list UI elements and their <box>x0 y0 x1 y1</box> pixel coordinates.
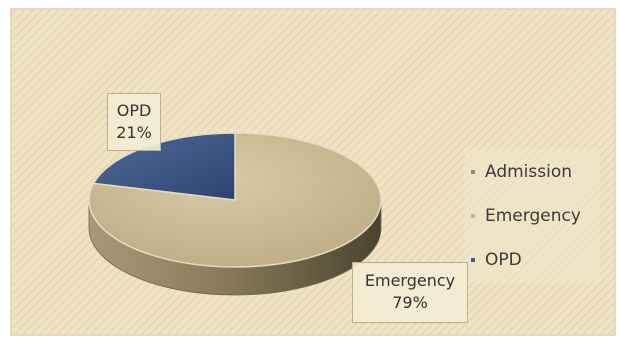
legend-label-emergency: Emergency <box>485 206 581 226</box>
data-label-opd: OPD 21% <box>107 93 161 151</box>
legend-marker-admission <box>471 170 475 174</box>
data-label-emergency-category: Emergency <box>364 271 456 290</box>
data-label-emergency-percent: 79% <box>392 293 428 312</box>
data-label-opd-percent: 21% <box>116 123 152 142</box>
legend-label-opd: OPD <box>485 250 522 270</box>
legend-item-emergency: Emergency <box>465 194 600 238</box>
legend-label-admission: Admission <box>485 162 573 182</box>
data-label-opd-category: OPD <box>116 101 152 120</box>
legend-item-admission: Admission <box>465 150 600 194</box>
legend-item-opd: OPD <box>465 238 600 282</box>
legend-marker-opd <box>471 258 475 262</box>
legend-marker-emergency <box>471 214 475 218</box>
data-label-emergency: Emergency 79% <box>352 262 468 323</box>
legend: Admission Emergency OPD <box>465 150 600 282</box>
